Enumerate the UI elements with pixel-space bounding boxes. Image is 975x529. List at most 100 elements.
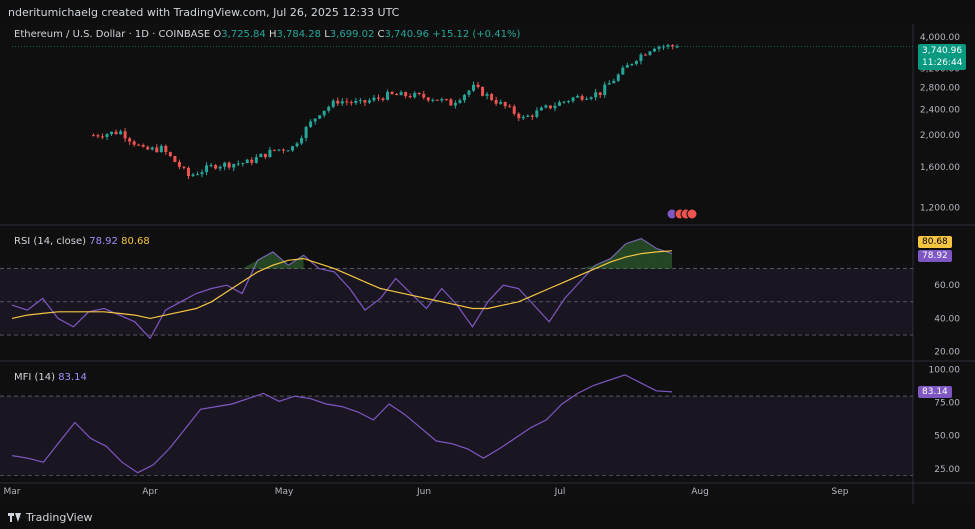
time-tick-label-3: Jun <box>416 487 431 497</box>
time-tick-label-1: Apr <box>142 487 158 497</box>
candle-body <box>490 94 494 101</box>
candle-body <box>386 91 390 100</box>
candle-body <box>630 63 634 66</box>
candle-body <box>245 159 249 164</box>
rsi-tick-label-1: 40.00 <box>934 314 960 324</box>
time-tick-label-6: Sep <box>832 487 849 497</box>
candle-body <box>345 101 349 103</box>
candle-body <box>625 65 629 68</box>
candle-body <box>553 105 557 109</box>
candle-body <box>508 106 512 108</box>
price-tick-label-0: 4,000.00 <box>920 33 960 43</box>
candle-body <box>512 106 516 114</box>
time-tick-label-4: Jul <box>554 487 566 497</box>
candle-body <box>164 145 168 153</box>
rsi-overbought-fill <box>595 258 611 269</box>
candle-body <box>571 97 575 102</box>
candle-body <box>331 100 335 107</box>
candle-body <box>150 147 154 150</box>
candle-body <box>390 91 394 95</box>
candle-body <box>349 102 353 104</box>
candle-body <box>232 164 236 168</box>
candle-body <box>472 84 476 91</box>
chart-area[interactable]: 4,000.003,200.002,800.002,400.002,000.00… <box>0 24 975 504</box>
candle-body <box>100 136 104 138</box>
candle-body <box>539 107 543 111</box>
candle-body <box>250 159 254 163</box>
rsi-overbought-fill <box>257 251 273 269</box>
candle-body <box>417 92 421 95</box>
candle-body <box>91 135 95 137</box>
candle-body <box>354 100 358 104</box>
candle-body <box>449 99 453 106</box>
candle-body <box>309 121 313 127</box>
rsi-series-line-0 <box>11 237 673 340</box>
rsi-overbought-fill <box>625 238 642 269</box>
last-price: 3,740.96 <box>922 46 963 56</box>
rsi-ma-value: 80.68 <box>121 236 150 247</box>
candle-body <box>186 167 190 177</box>
footer: TradingView <box>0 504 975 529</box>
candle-body <box>395 94 399 96</box>
candle-body <box>567 101 571 103</box>
price-tick-label-6: 1,200.00 <box>920 204 960 214</box>
rsi-series-line-1 <box>11 250 673 320</box>
tradingview-logo[interactable]: TradingView <box>8 511 92 524</box>
tradingview-icon <box>8 513 22 522</box>
candle-body <box>327 106 331 111</box>
candle-body <box>196 174 200 176</box>
candle-body <box>598 92 602 96</box>
candle-body <box>322 110 326 116</box>
rsi-overbought-fill <box>288 255 304 269</box>
rsi-overbought-fill <box>272 251 289 269</box>
event-marker-icon-3 <box>686 208 698 220</box>
candle-body <box>517 113 521 119</box>
rsi-value: 78.92 <box>89 236 118 247</box>
price-tick-label-5: 1,600.00 <box>920 163 960 173</box>
candle-body <box>191 174 195 177</box>
candle-body <box>123 131 127 139</box>
candle-body <box>616 74 620 81</box>
candle-body <box>381 98 385 100</box>
candle-body <box>372 97 376 101</box>
candle-body <box>481 87 485 96</box>
mfi-value: 83.14 <box>58 372 87 383</box>
candle-body <box>168 152 172 157</box>
candle-body <box>281 149 285 151</box>
chart-svg[interactable]: 4,000.003,200.002,800.002,400.002,000.00… <box>0 24 975 504</box>
candle-body <box>666 45 670 47</box>
candle-body <box>96 135 100 137</box>
candle-body <box>286 150 290 152</box>
candle-body <box>526 115 530 117</box>
candle-body <box>458 100 462 103</box>
rsi-name[interactable]: RSI (14, close) <box>14 236 87 247</box>
candle-body <box>521 116 525 119</box>
candle-body <box>304 126 308 139</box>
rsi-legend: RSI (14, close) 78.92 80.68 <box>14 236 150 247</box>
candle-body <box>562 101 566 103</box>
candle-body <box>607 83 611 85</box>
candle-body <box>652 48 656 52</box>
mfi-tick-label-3: 25.00 <box>934 465 960 475</box>
candle-body <box>639 54 643 62</box>
candle-body <box>657 46 661 49</box>
candle-body <box>268 149 272 158</box>
symbol-label[interactable]: Ethereum / U.S. Dollar · 1D · COINBASE <box>14 29 211 40</box>
candle-body <box>675 46 679 48</box>
candle-body <box>214 165 218 169</box>
candle-body <box>295 143 299 147</box>
candle-body <box>263 153 267 158</box>
candle-body <box>503 102 507 107</box>
candle-body <box>254 157 258 163</box>
candle-body <box>413 92 417 98</box>
candle-body <box>358 100 362 102</box>
candle-body <box>336 100 340 104</box>
mfi-name[interactable]: MFI (14) <box>14 372 56 383</box>
price-badge: 3,740.96 11:26:44 <box>918 44 967 70</box>
candle-body <box>426 97 430 101</box>
candle-body <box>259 153 263 158</box>
candle-body <box>318 115 322 119</box>
candle-body <box>404 92 408 97</box>
candle-body <box>182 166 186 168</box>
price-tick-label-3: 2,400.00 <box>920 105 960 115</box>
